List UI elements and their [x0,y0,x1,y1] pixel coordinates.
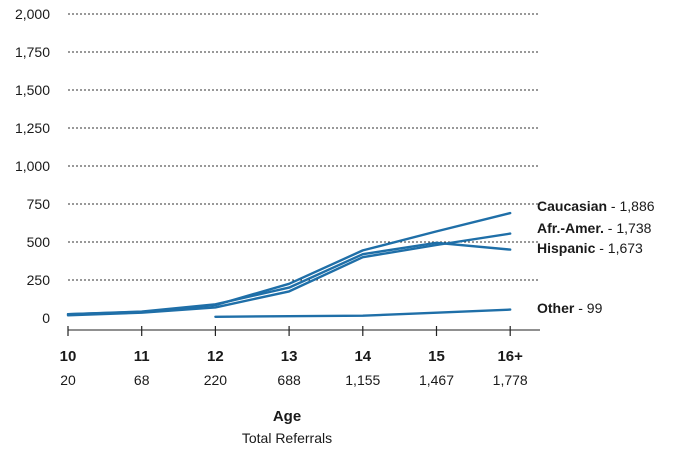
x-total-label: 1,778 [493,372,528,388]
x-total-label: 688 [277,372,301,388]
x-axis-sublabel: Total Referrals [242,430,332,446]
series-line-other [214,308,512,318]
y-tick-label: 0 [42,310,50,326]
x-axis: 10 20 11 68 12 220 13 688 14 1,155 15 1,467 16+ 1,778 [60,326,540,388]
x-total-label: 20 [60,372,76,388]
series-line-afr-amer [66,232,512,317]
series-label: Afr.-Amer. - 1,738 [537,220,652,236]
series-labels: Caucasian - 1,886 Afr.-Amer. - 1,738 Hispa… [537,198,655,316]
x-tick-label: 10 [60,348,77,365]
series-label: Other - 99 [537,300,603,316]
x-tick-label: 15 [428,348,445,365]
x-total-label: 220 [204,372,228,388]
x-tick-label: 14 [354,348,371,365]
series-line-hispanic [66,241,512,316]
y-tick-label: 1,750 [15,44,50,60]
x-tick-label: 11 [134,348,150,365]
series-line-caucasian [66,211,512,316]
y-tick-label: 250 [27,272,51,288]
x-tick-label: 12 [207,348,224,365]
y-axis-ticks: 0 250 500 750 1,000 1,250 1,500 1,750 2,000 [15,6,50,326]
y-tick-label: 750 [27,196,51,212]
y-tick-label: 2,000 [15,6,50,22]
y-tick-label: 500 [27,234,51,250]
series-lines [66,211,512,318]
y-tick-label: 1,000 [15,158,50,174]
x-axis-label: Age [273,408,301,425]
x-total-label: 1,467 [419,372,454,388]
series-label: Caucasian - 1,886 [537,198,655,214]
y-tick-label: 1,250 [15,120,50,136]
x-tick-label: 13 [281,348,298,365]
x-total-label: 1,155 [345,372,380,388]
series-label: Hispanic - 1,673 [537,240,643,256]
y-tick-label: 1,500 [15,82,50,98]
x-total-label: 68 [134,372,150,388]
x-tick-label: 16+ [497,348,523,365]
